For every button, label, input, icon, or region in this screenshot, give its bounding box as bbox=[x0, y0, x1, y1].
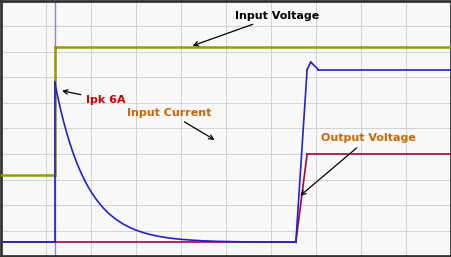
Text: Ipk 6A: Ipk 6A bbox=[63, 90, 126, 105]
Text: Output Voltage: Output Voltage bbox=[301, 133, 414, 195]
Text: Input Current: Input Current bbox=[127, 108, 213, 139]
Text: Input Voltage: Input Voltage bbox=[193, 11, 318, 46]
